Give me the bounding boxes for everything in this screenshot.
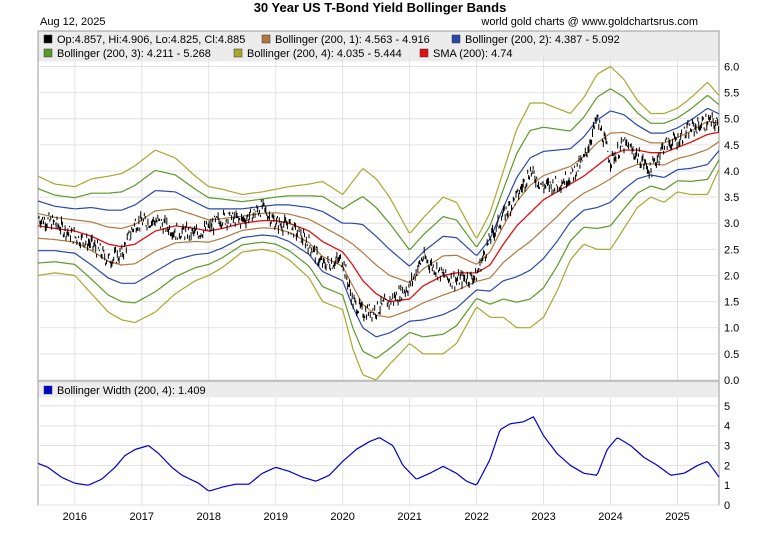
bollinger-width-line [37, 416, 720, 492]
width-y-tick-label: 4 [724, 421, 730, 433]
width-y-tick-label: 0 [724, 500, 730, 512]
legend-swatch [419, 48, 429, 58]
legend-swatch [261, 34, 271, 44]
legend-swatch [451, 34, 461, 44]
main-y-tick-label: 5.5 [724, 88, 739, 100]
main-legend-background [38, 31, 719, 62]
legend-label: Op:4.857, Hi:4.906, Lo:4.825, Cl:4.885 [57, 34, 245, 46]
x-tick-label: 2025 [665, 511, 689, 523]
chart-title: 30 Year US T-Bond Yield Bollinger Bands [253, 0, 507, 15]
width-y-tick-label: 2 [724, 460, 730, 472]
legend-label: Bollinger (200, 1): 4.563 - 4.916 [275, 34, 430, 46]
bollinger-1-lower-line [37, 141, 720, 318]
main-y-tick-label: 4.0 [724, 166, 739, 178]
chart-date: Aug 12, 2025 [40, 16, 106, 28]
x-tick-label: 2022 [464, 511, 488, 523]
main-y-tick-label: 3.5 [724, 192, 739, 204]
x-tick-label: 2016 [63, 511, 87, 523]
legend-swatch [233, 48, 243, 58]
main-y-tick-label: 1.0 [724, 323, 739, 335]
sma-200-line [37, 131, 720, 303]
bollinger-4-upper-line [37, 66, 720, 239]
main-y-tick-label: 2.0 [724, 270, 739, 282]
price-bars [38, 111, 719, 322]
bollinger-2-lower-line [38, 150, 720, 338]
main-panel [37, 30, 720, 381]
main-y-tick-label: 4.5 [724, 140, 739, 152]
main-y-tick-label: 1.5 [724, 297, 739, 309]
width-y-tick-label: 1 [724, 480, 730, 492]
x-tick-label: 2018 [197, 511, 221, 523]
main-y-tick-label: 6.0 [724, 61, 739, 73]
x-tick-label: 2024 [598, 511, 622, 523]
x-tick-label: 2021 [397, 511, 421, 523]
legend-swatch [43, 34, 53, 44]
legend-swatch [43, 48, 53, 58]
bollinger-4-lower-line [37, 168, 720, 381]
x-tick-label: 2020 [330, 511, 354, 523]
x-tick-label: 2019 [263, 511, 287, 523]
legend-label: Bollinger (200, 4): 4.035 - 5.444 [247, 48, 402, 60]
bollinger-3-lower-line [37, 159, 720, 359]
width-y-tick-label: 3 [724, 441, 730, 453]
width-legend-background [38, 381, 719, 398]
main-y-tick-label: 5.0 [724, 114, 739, 126]
x-tick-label: 2023 [531, 511, 555, 523]
legend-label: Bollinger (200, 2): 4.387 - 5.092 [465, 34, 620, 46]
main-y-tick-label: 0.5 [724, 349, 739, 361]
x-tick-label: 2017 [130, 511, 154, 523]
width-legend-swatch [43, 385, 53, 395]
main-y-tick-label: 0.0 [724, 375, 739, 387]
bollinger-2-upper-line [37, 107, 720, 267]
main-y-tick-label: 3.0 [724, 218, 739, 230]
bollinger-3-upper-line [37, 88, 720, 251]
legend-label: SMA (200): 4.74 [433, 48, 513, 60]
width-panel [37, 380, 720, 506]
legend-label: Bollinger (200, 3): 4.211 - 5.268 [57, 48, 211, 60]
width-legend-label: Bollinger Width (200, 4): 1.409 [57, 385, 206, 397]
main-y-tick-label: 2.5 [724, 244, 739, 256]
width-y-tick-label: 5 [724, 401, 730, 413]
chart-credit: world gold charts @ www.goldchartsrus.co… [481, 16, 698, 28]
